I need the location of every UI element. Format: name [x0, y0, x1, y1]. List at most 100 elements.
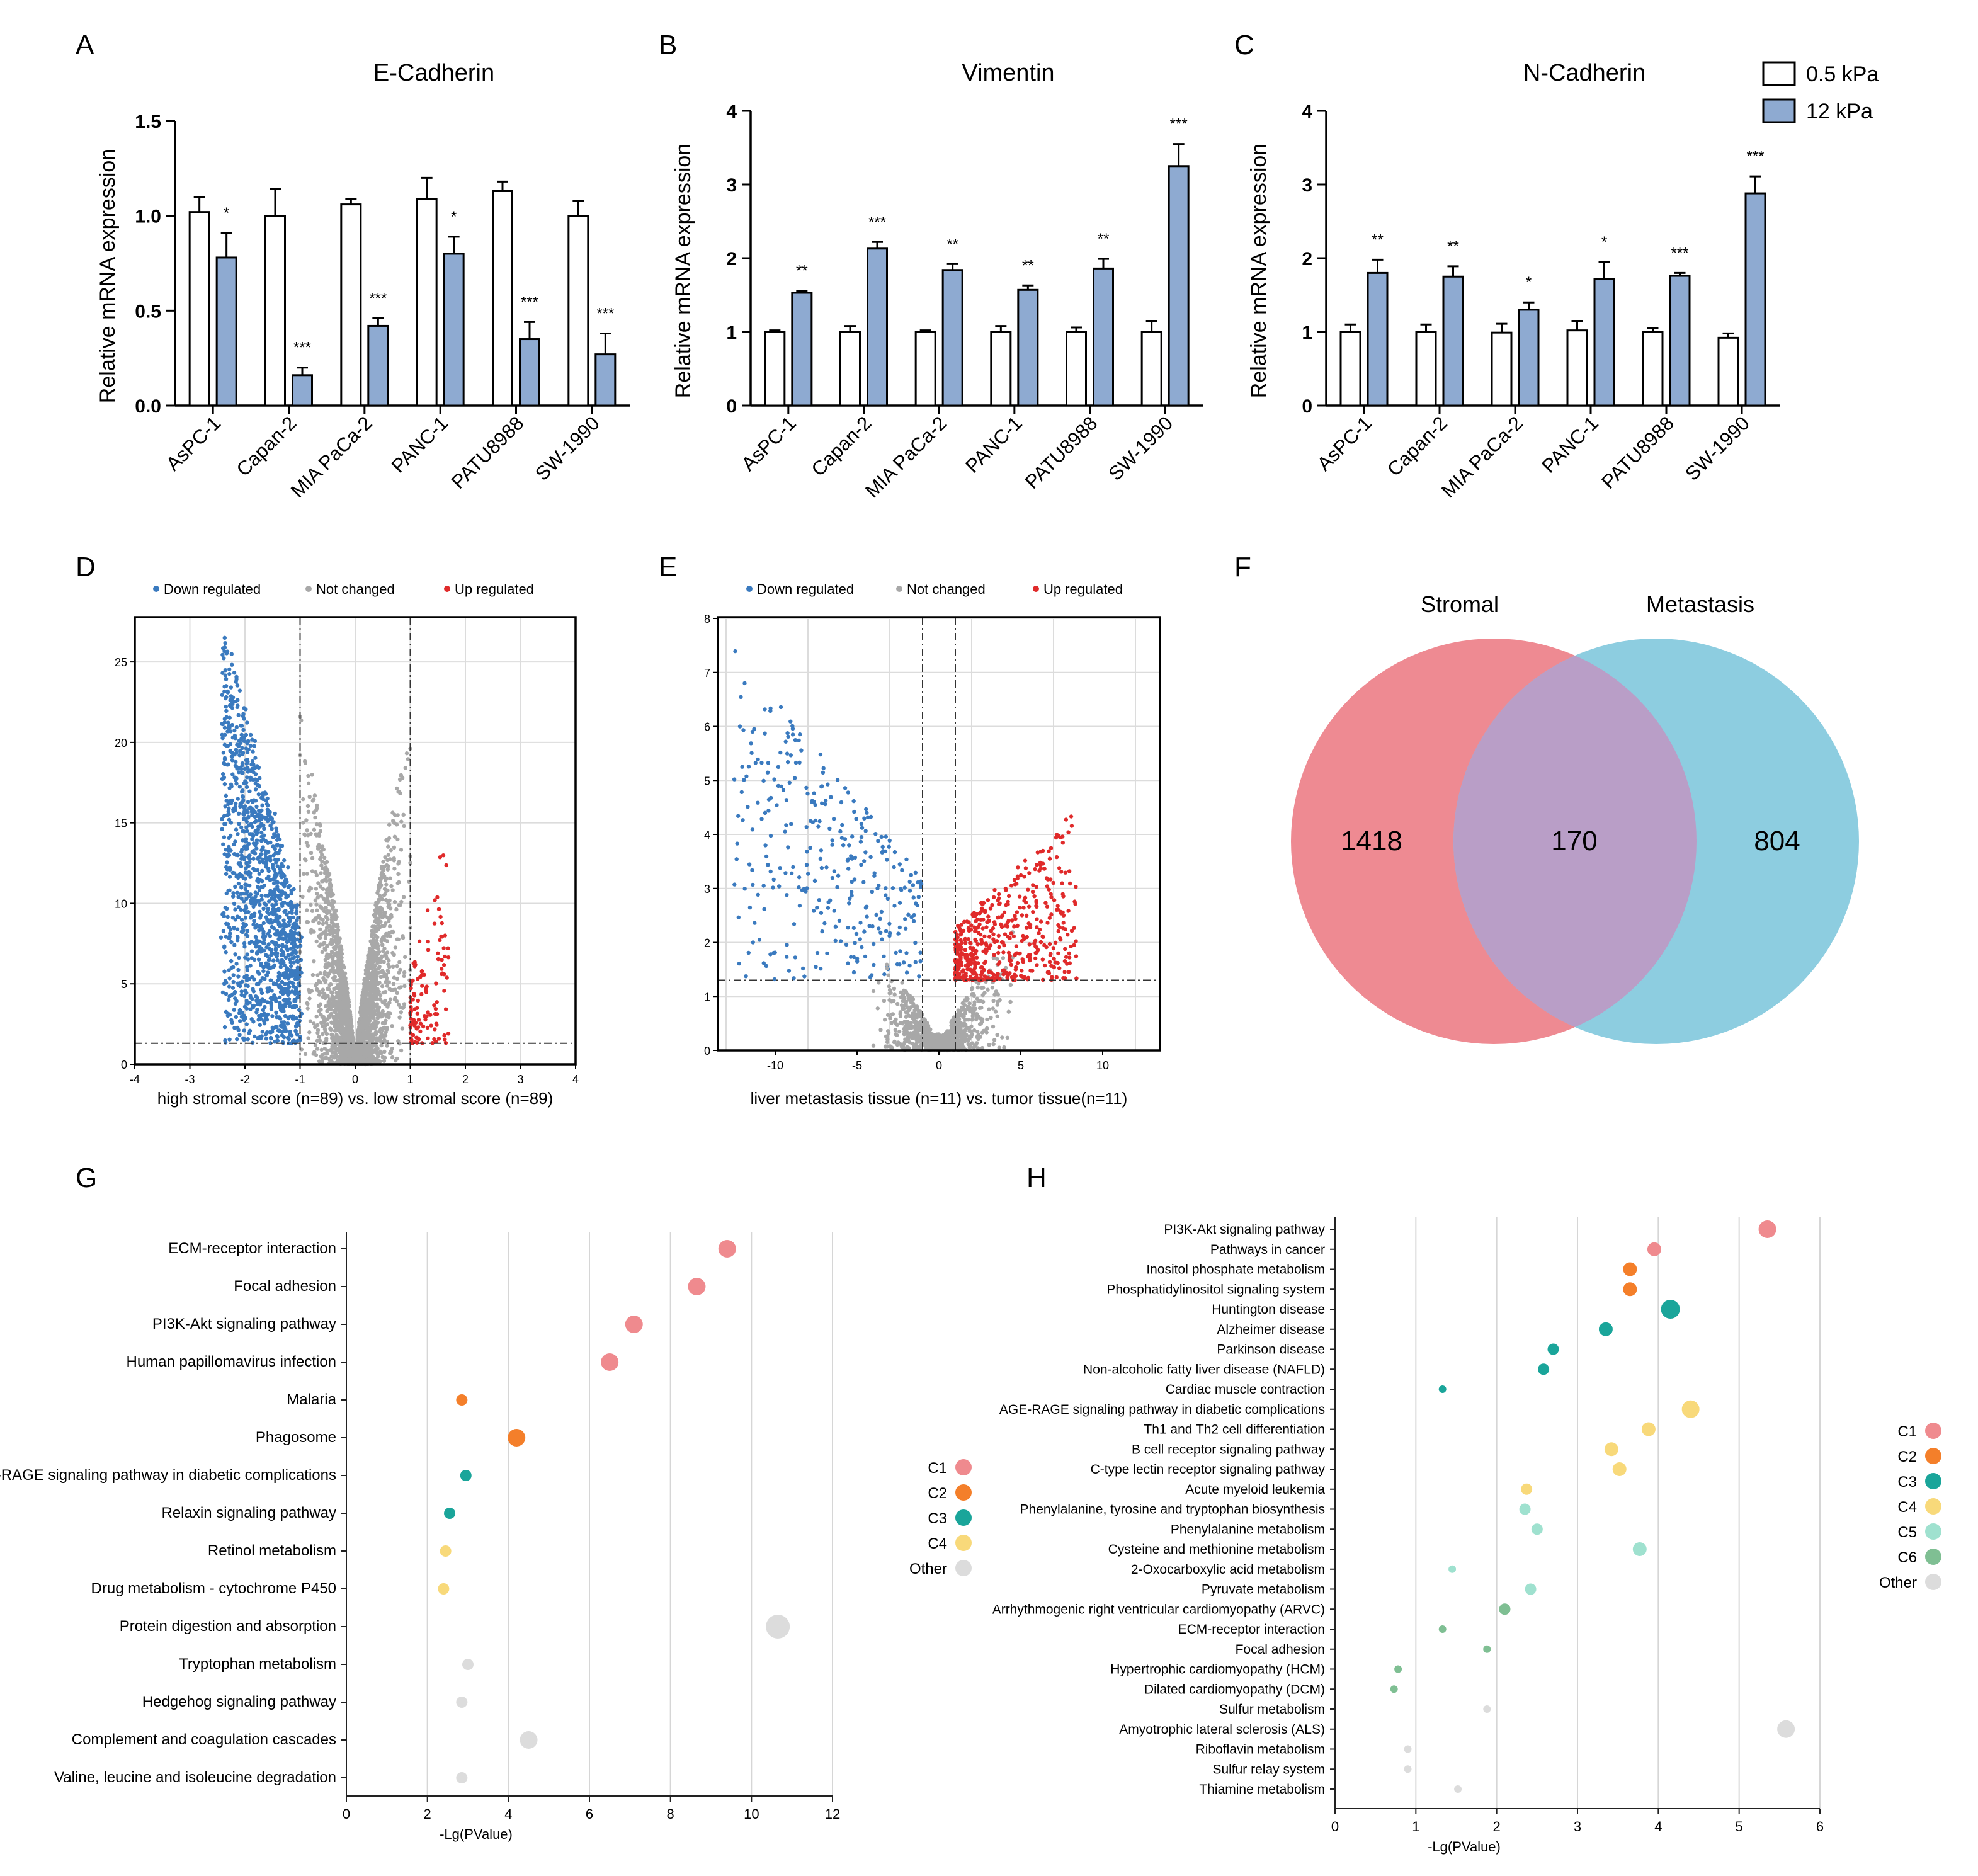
volcano-point — [287, 957, 292, 962]
volcano-point — [290, 925, 295, 930]
volcano-point — [239, 853, 244, 858]
volcano-point — [222, 689, 227, 694]
volcano-point — [880, 937, 884, 941]
volcano-point — [330, 950, 334, 955]
volcano-point — [312, 827, 317, 832]
volcano-point — [433, 898, 437, 902]
volcano-point — [769, 795, 773, 800]
volcano-point — [817, 898, 822, 902]
volcano-point — [278, 995, 282, 1000]
legend-dot — [746, 586, 753, 592]
volcano-point — [325, 944, 329, 949]
volcano-point — [771, 885, 775, 890]
volcano-point — [375, 938, 379, 943]
volcano-point — [918, 959, 923, 964]
volcano-point — [443, 1037, 447, 1042]
volcano-point — [826, 906, 831, 910]
volcano-point — [785, 955, 789, 959]
volcano-point — [229, 784, 234, 789]
volcano-point — [269, 892, 273, 897]
volcano-point — [262, 948, 266, 953]
volcano-point — [277, 935, 281, 939]
volcano-point — [251, 848, 256, 853]
volcano-point — [263, 999, 267, 1004]
volcano-point — [307, 1030, 312, 1035]
volcano-point — [401, 936, 406, 940]
volcano-point — [395, 964, 399, 969]
volcano-point — [896, 931, 901, 936]
volcano-point — [367, 1016, 372, 1021]
volcano-point — [323, 936, 328, 940]
volcano-point — [305, 1006, 310, 1011]
volcano-point — [269, 978, 273, 983]
bar-low — [264, 215, 286, 407]
volcano-point — [820, 801, 824, 805]
volcano-point — [239, 885, 244, 889]
volcano-point — [287, 916, 291, 920]
bar-low — [1415, 331, 1437, 407]
volcano-point — [244, 861, 249, 865]
volcano-point — [266, 931, 271, 936]
volcano-point — [835, 885, 839, 890]
volcano-point — [290, 1041, 294, 1045]
volcano-point — [270, 903, 275, 907]
volcano-point — [406, 757, 410, 761]
volcano-point — [381, 860, 385, 864]
volcano-point — [804, 785, 809, 790]
volcano-point — [248, 777, 253, 782]
volcano-point — [243, 910, 248, 914]
volcano-point — [984, 1030, 989, 1035]
volcano-point — [344, 992, 350, 996]
bar-low — [1491, 331, 1513, 407]
volcano-point — [336, 1037, 341, 1041]
volcano-point — [283, 955, 288, 960]
volcano-point — [826, 900, 831, 904]
volcano-point — [320, 950, 324, 955]
volcano-point — [272, 868, 277, 873]
volcano-point — [836, 873, 841, 878]
volcano-point — [892, 1039, 897, 1044]
volcano-point — [894, 1032, 898, 1037]
volcano-point — [246, 855, 251, 860]
volcano-point — [232, 1008, 236, 1012]
volcano-point — [815, 950, 820, 955]
volcano-point — [339, 986, 343, 991]
volcano-point — [895, 1001, 900, 1006]
panel-label-h: H — [1026, 1163, 1047, 1193]
volcano-point — [261, 860, 266, 865]
volcano-point — [306, 809, 311, 814]
volcano-point — [913, 940, 918, 945]
volcano-point — [877, 926, 881, 931]
volcano-point — [323, 996, 327, 1001]
volcano-point — [325, 1022, 330, 1026]
volcano-point — [220, 693, 224, 697]
volcano-point — [766, 809, 771, 813]
y-tick-label: 0.0 — [135, 396, 161, 417]
volcano-point — [271, 881, 276, 886]
x-tick-label: -2 — [240, 1073, 250, 1086]
volcano-point — [416, 998, 420, 1003]
volcano-point — [423, 987, 428, 991]
volcano-point — [415, 1040, 419, 1045]
volcano-point — [258, 776, 262, 781]
volcano-point — [325, 893, 330, 897]
volcano-point — [228, 749, 232, 753]
volcano-point — [882, 999, 887, 1003]
volcano-point — [225, 860, 229, 865]
volcano-point — [252, 919, 256, 923]
x-tick-label: Capan-2 — [1383, 412, 1452, 480]
volcano-point — [892, 865, 896, 870]
volcano-point — [380, 1055, 385, 1059]
volcano-point — [849, 955, 853, 959]
volcano-point — [295, 1032, 300, 1037]
volcano-point — [990, 986, 995, 990]
volcano-point — [293, 1028, 298, 1033]
volcano-point — [233, 884, 237, 889]
volcano-point — [321, 1057, 325, 1061]
bar-low — [567, 215, 589, 407]
volcano-point — [974, 1041, 979, 1045]
volcano-point — [382, 1038, 387, 1043]
volcano-point — [366, 956, 370, 961]
volcano-point — [438, 938, 442, 943]
